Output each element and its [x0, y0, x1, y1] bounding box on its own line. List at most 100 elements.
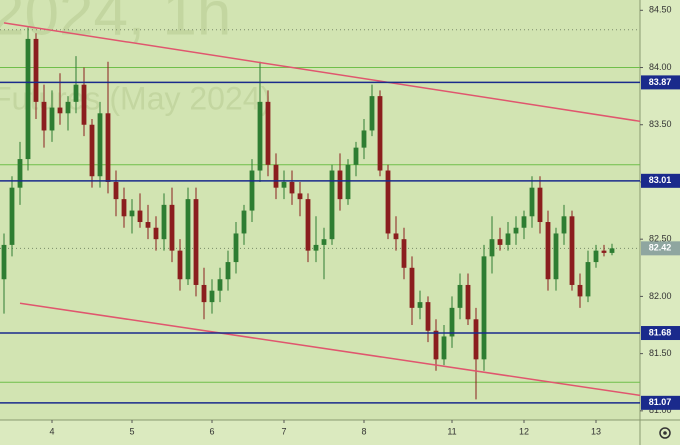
x-tick-label: 7: [281, 426, 286, 436]
plot-area: [0, 0, 640, 420]
candle-body: [545, 222, 551, 280]
candle-body: [209, 290, 215, 303]
candle-body: [329, 170, 335, 240]
candle-body: [505, 233, 511, 245]
candle-body: [497, 239, 503, 245]
candle-body: [353, 147, 359, 165]
candle-body: [41, 101, 47, 131]
y-tick-label: 83.50: [649, 119, 672, 129]
candle-body: [537, 187, 543, 223]
candle-body: [465, 284, 471, 320]
candle-body: [105, 113, 111, 182]
candle-body: [49, 107, 55, 131]
candle-body: [17, 159, 23, 188]
time-axis: [0, 420, 640, 445]
candle-body: [401, 239, 407, 268]
y-tick-label: 84.50: [649, 5, 672, 15]
candle-body: [201, 284, 207, 303]
candle-body: [89, 124, 95, 177]
last-price-box: [641, 241, 680, 256]
level-label-box: [641, 75, 680, 90]
level-label-box: [641, 326, 680, 341]
candle-body: [217, 279, 223, 291]
candle-body: [529, 187, 535, 217]
candle-body: [65, 101, 71, 114]
candle-body: [257, 101, 263, 171]
level-label: 83.87: [649, 77, 672, 87]
candle-body: [113, 181, 119, 200]
candle-body: [249, 170, 255, 211]
price-axis: [640, 0, 680, 445]
candle-body: [97, 113, 103, 177]
candle-body: [225, 262, 231, 280]
candle-body: [1, 244, 7, 280]
y-tick-label: 82.00: [649, 291, 672, 301]
candle-body: [153, 227, 159, 240]
trendline: [19, 302, 641, 397]
candle-body: [473, 319, 479, 360]
x-tick-label: 11: [447, 426, 456, 436]
x-tick-label: 13: [591, 426, 601, 436]
candle-body: [145, 222, 151, 228]
candle-body: [577, 284, 583, 297]
candle-body: [305, 199, 311, 251]
candle-body: [193, 199, 199, 285]
candle-body: [521, 216, 527, 228]
candle-body: [425, 302, 431, 331]
candle-body: [177, 250, 183, 280]
candle-body: [161, 204, 167, 240]
candle-body: [73, 84, 79, 102]
level-label: 81.68: [649, 327, 672, 337]
candle-body: [393, 233, 399, 240]
candle-body: [457, 284, 463, 308]
candle-body: [585, 262, 591, 297]
candle-body: [121, 199, 127, 217]
candle-body: [377, 96, 383, 171]
candle-body: [321, 239, 327, 245]
x-tick-label: 8: [361, 426, 366, 436]
level-label-box: [641, 395, 680, 410]
candle-body: [337, 170, 343, 200]
candle-body: [489, 239, 495, 257]
candle-body: [361, 130, 367, 148]
candle-body: [449, 307, 455, 337]
candle-body: [409, 267, 415, 308]
candle-body: [9, 187, 15, 245]
candle-body: [313, 244, 319, 251]
candle-body: [185, 199, 191, 280]
candle-body: [593, 250, 599, 263]
candle-body: [609, 248, 615, 253]
y-tick-label: 82.50: [649, 234, 672, 244]
candle-body: [385, 170, 391, 234]
candle-body: [137, 210, 143, 223]
candle-body: [233, 233, 239, 263]
level-label: 81.07: [649, 397, 672, 407]
candle-body: [433, 330, 439, 360]
candle-body: [273, 164, 279, 188]
candle-body: [561, 216, 567, 234]
candle-body: [513, 227, 519, 234]
y-tick-label: 81.50: [649, 348, 672, 358]
level-label: 83.01: [649, 175, 672, 185]
y-tick-label: 81.00: [649, 405, 672, 415]
candle-body: [601, 250, 607, 253]
candle-body: [25, 38, 31, 160]
candle-body: [345, 164, 351, 200]
settings-icon[interactable]: [659, 427, 671, 439]
x-tick-label: 4: [49, 426, 54, 436]
candle-body: [369, 96, 375, 131]
candle-body: [57, 107, 63, 114]
x-tick-label: 6: [209, 426, 214, 436]
candle-body: [33, 38, 39, 102]
candle-body: [129, 210, 135, 217]
candle-body: [265, 101, 271, 165]
candle-body: [569, 216, 575, 285]
candle-body: [241, 210, 247, 234]
level-label-box: [641, 173, 680, 188]
candle-body: [169, 204, 175, 251]
last-price-label: 82.42: [649, 243, 672, 253]
x-tick-label: 5: [129, 426, 134, 436]
y-tick-label: 84.00: [649, 62, 672, 72]
candle-body: [81, 84, 87, 125]
